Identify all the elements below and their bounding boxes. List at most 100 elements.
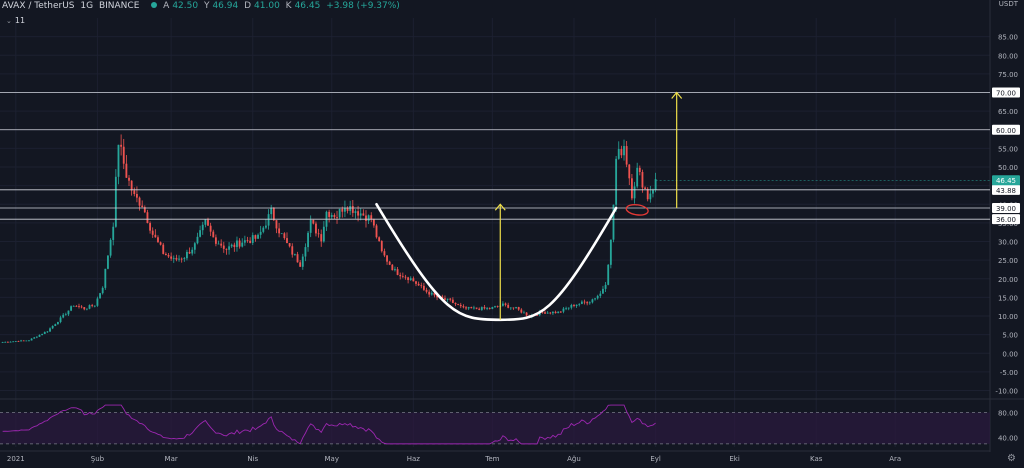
open-value: 42.50 [172, 1, 199, 11]
candle-body [612, 204, 615, 240]
candle-body [180, 258, 183, 260]
candle-body [104, 268, 107, 288]
candle-body [562, 308, 565, 312]
candle-body [470, 307, 473, 309]
level-label-box [992, 203, 1020, 213]
candle-body [420, 285, 423, 287]
candle-body [12, 341, 15, 343]
candle-body [322, 226, 325, 242]
candle-body [391, 264, 394, 271]
chevron-down-icon[interactable]: ⌄ [6, 17, 12, 25]
candle-body [604, 284, 607, 289]
candle-body [133, 190, 136, 194]
candle-body [265, 225, 267, 228]
level-label: 39.00 [996, 205, 1016, 213]
candle-body [30, 338, 33, 341]
candle-body [523, 312, 525, 314]
candle-body [214, 237, 217, 244]
candle-body [72, 305, 75, 307]
candle-body [644, 187, 647, 189]
candle-body [59, 317, 62, 323]
low-value: 41.00 [254, 1, 280, 11]
candle-body [465, 307, 467, 309]
symbol-header: AVAX / TetherUS 1G BINANCE A 42.50 Y 46.94… [0, 1, 403, 15]
rsi-line [2, 404, 656, 445]
candle-body [293, 254, 296, 255]
candle-body [296, 254, 299, 263]
high-value: 46.94 [212, 1, 239, 11]
candle-body [580, 301, 583, 304]
candle-body [117, 144, 120, 177]
x-tick-label: Tem [484, 455, 499, 463]
candle-body [338, 208, 341, 218]
candle-body [6, 341, 9, 343]
candle-body [207, 219, 209, 226]
indicator-toggle[interactable]: ⌄ 11 [0, 16, 25, 25]
candle-body [64, 314, 67, 316]
candle-body [25, 340, 28, 342]
candle-body [301, 256, 304, 267]
candle-body [617, 149, 620, 159]
candle-body [354, 211, 357, 213]
symbol-name[interactable]: AVAX / TetherUS [2, 1, 75, 11]
level-label: 36.00 [996, 216, 1016, 224]
interval-label[interactable]: 1G [80, 1, 94, 11]
market-status-icon [151, 2, 158, 8]
candle-body [341, 208, 344, 212]
candle-body [459, 304, 462, 307]
candle-body [254, 235, 257, 239]
candle-body [288, 243, 291, 247]
candle-body [201, 224, 204, 231]
candle-body [96, 298, 99, 306]
candle-body [28, 340, 30, 342]
candle-body [275, 220, 278, 229]
candle-body [509, 307, 512, 309]
candle-body [583, 301, 586, 303]
candle-body [299, 262, 302, 267]
candle-body [193, 243, 196, 250]
candle-body [375, 225, 378, 238]
candle-body [222, 245, 225, 249]
y-tick-label: 5.00 [1002, 332, 1018, 340]
candle-body [567, 307, 570, 309]
candle-body [609, 239, 612, 265]
rsi-band [0, 412, 990, 444]
candle-body [35, 336, 38, 338]
candle-body [407, 277, 410, 281]
candle-body [433, 292, 436, 296]
candle-body [565, 308, 568, 310]
candle-body [357, 211, 360, 216]
candle-body [586, 302, 589, 304]
candle-body [304, 247, 307, 257]
candle-body [417, 283, 420, 286]
candle-body [425, 289, 428, 292]
candle-body [85, 308, 88, 310]
candle-body [80, 306, 83, 308]
y-tick-label: 85.00 [998, 34, 1018, 42]
candle-body [457, 304, 460, 305]
candle-body [33, 337, 36, 339]
candle-body [280, 233, 283, 235]
candle-body [17, 341, 20, 342]
candle-body [196, 236, 199, 244]
y-tick-label: 75.00 [998, 71, 1018, 79]
candle-body [236, 240, 238, 248]
candle-body [333, 214, 336, 218]
candle-body [217, 243, 220, 245]
candle-body [309, 219, 312, 233]
y-tick-label: -10.00 [995, 388, 1018, 396]
candle-body [330, 214, 333, 217]
candle-body [83, 307, 86, 310]
candle-body [91, 305, 94, 306]
candle-body [243, 240, 246, 243]
candle-body [365, 215, 367, 221]
gear-icon[interactable]: ⚙ [1007, 453, 1016, 464]
candle-body [549, 312, 552, 314]
candle-body [588, 302, 591, 304]
candle-body [636, 167, 639, 187]
candle-body [270, 207, 273, 215]
candle-body [51, 325, 54, 329]
candle-body [70, 306, 73, 311]
candle-body [209, 225, 212, 232]
